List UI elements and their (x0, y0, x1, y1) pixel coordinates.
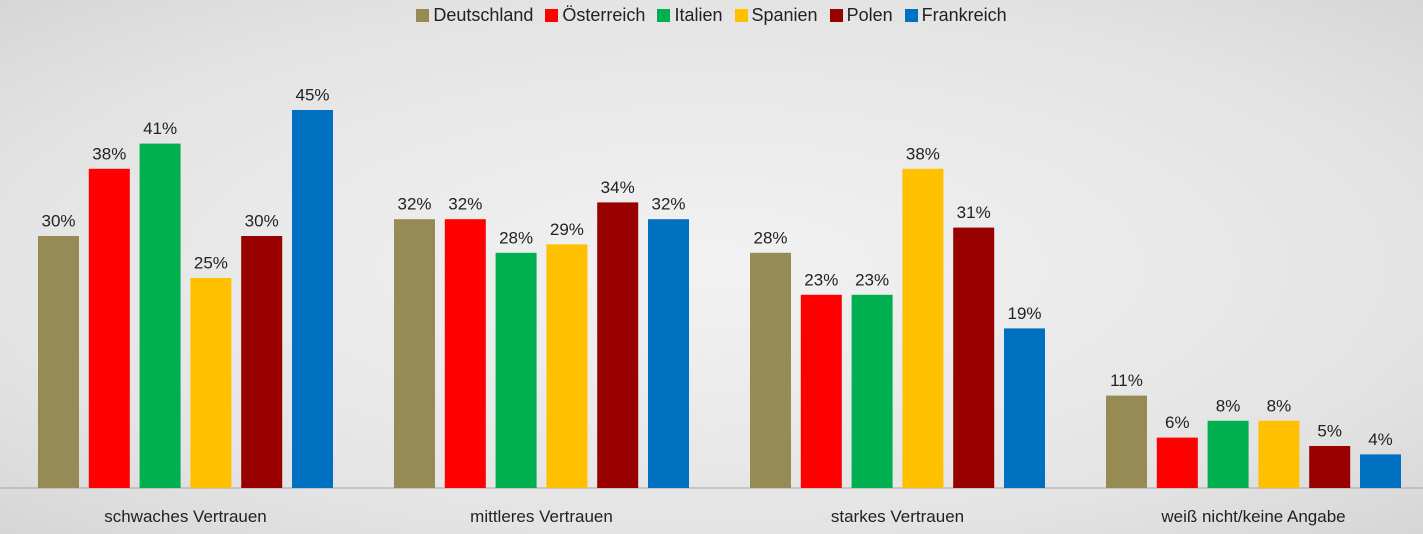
legend-item: Österreich (545, 5, 645, 26)
legend-label: Italien (674, 5, 723, 25)
data-label: 28% (753, 228, 787, 247)
data-label: 23% (855, 270, 889, 289)
data-label: 4% (1368, 430, 1393, 449)
legend-item: Spanien (734, 5, 818, 26)
bar (597, 202, 639, 488)
legend-swatch (829, 9, 843, 22)
legend: Deutschland Österreich Italien Spanien Polen… (0, 5, 1423, 26)
data-label: 31% (957, 203, 991, 222)
legend-item: Polen (829, 5, 893, 26)
bar (495, 252, 537, 488)
data-label: 25% (194, 253, 228, 272)
bar (1360, 454, 1401, 488)
legend-swatch (657, 9, 671, 22)
data-label: 30% (245, 211, 279, 230)
legend-swatch (545, 9, 559, 22)
data-label: 32% (397, 195, 431, 214)
bar (1309, 446, 1351, 488)
bar (800, 294, 842, 488)
bar (953, 227, 995, 488)
data-label: 38% (906, 144, 940, 163)
data-label: 11% (1110, 371, 1143, 390)
data-label: 29% (550, 220, 584, 239)
bar (88, 168, 130, 489)
bar (851, 294, 893, 488)
data-label: 45% (295, 85, 329, 104)
bar (1207, 420, 1249, 488)
data-label: 19% (1007, 304, 1041, 323)
bar (1106, 395, 1147, 488)
bar (1004, 328, 1045, 488)
bar (394, 219, 435, 488)
legend-swatch (904, 9, 918, 22)
data-label: 34% (601, 178, 635, 197)
bar (139, 143, 181, 488)
data-label: 6% (1165, 413, 1190, 432)
x-tick-label: starkes Vertrauen (831, 507, 964, 526)
bar (444, 219, 486, 488)
legend-item: Italien (657, 5, 723, 26)
legend-label: Polen (846, 5, 893, 25)
x-tick-label: mittleres Vertrauen (470, 507, 613, 526)
bar (1156, 437, 1198, 488)
bar (1258, 420, 1300, 488)
legend-item: Deutschland (416, 5, 533, 26)
bar (648, 219, 689, 488)
data-label: 32% (448, 195, 482, 214)
bar (292, 110, 333, 488)
bar (38, 236, 79, 488)
data-label: 8% (1216, 396, 1241, 415)
data-label: 32% (651, 195, 685, 214)
bar (241, 236, 283, 488)
bar (902, 168, 944, 489)
data-label: 38% (92, 144, 126, 163)
data-label: 41% (143, 119, 177, 138)
legend-label: Spanien (751, 5, 818, 25)
legend-label: Frankreich (921, 5, 1007, 25)
legend-swatch (416, 9, 430, 22)
x-tick-label: schwaches Vertrauen (104, 507, 267, 526)
data-label: 23% (804, 270, 838, 289)
legend-swatch (734, 9, 748, 22)
data-label: 28% (499, 228, 533, 247)
legend-label: Deutschland (433, 5, 534, 25)
x-tick-label: weiß nicht/keine Angabe (1160, 507, 1345, 526)
bar (546, 244, 588, 488)
bar (750, 252, 791, 488)
data-label: 30% (41, 211, 75, 230)
legend-item: Frankreich (904, 5, 1007, 26)
data-label: 5% (1317, 421, 1342, 440)
bar (190, 278, 232, 488)
legend-label: Österreich (562, 5, 646, 25)
data-label: 8% (1267, 396, 1292, 415)
